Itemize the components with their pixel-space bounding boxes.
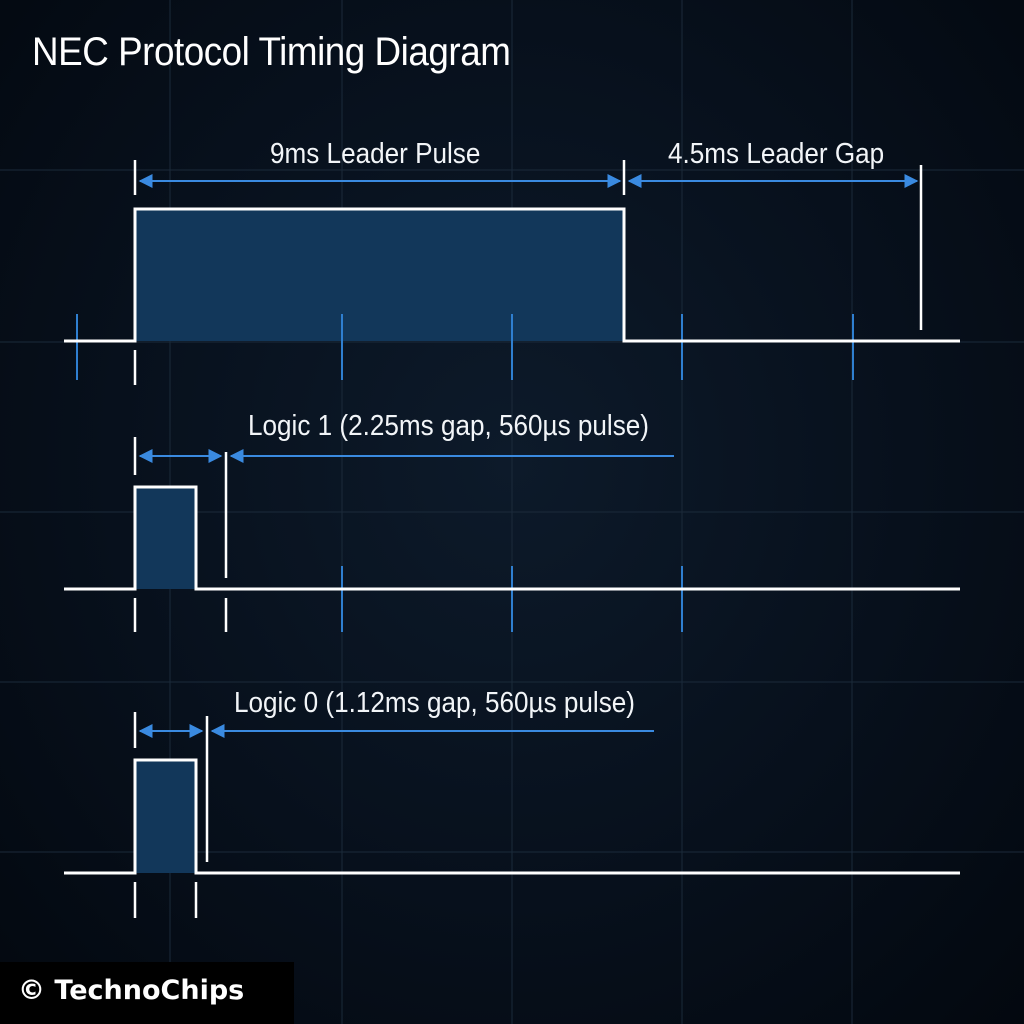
leader-gap-label: 4.5ms Leader Gap [668, 138, 885, 170]
logic1-pulse-fill [135, 487, 196, 589]
leader-signal-line [64, 207, 960, 343]
leader-pulse-label: 9ms Leader Pulse [270, 138, 481, 170]
logic0-pulse-fill [135, 760, 196, 873]
logic0-label: Logic 0 (1.12ms gap, 560µs pulse) [234, 687, 635, 719]
leader-waveform [64, 160, 960, 385]
leader-pulse-fill [135, 209, 624, 341]
logic1-waveform [64, 437, 960, 632]
page-title: NEC Protocol Timing Diagram [32, 30, 511, 74]
logic1-label: Logic 1 (2.25ms gap, 560µs pulse) [248, 410, 649, 442]
logic0-signal-line [64, 758, 960, 875]
logic1-signal-line [64, 485, 960, 591]
copyright-badge: © TechnoChips [0, 962, 294, 1024]
logic0-waveform [64, 712, 960, 918]
